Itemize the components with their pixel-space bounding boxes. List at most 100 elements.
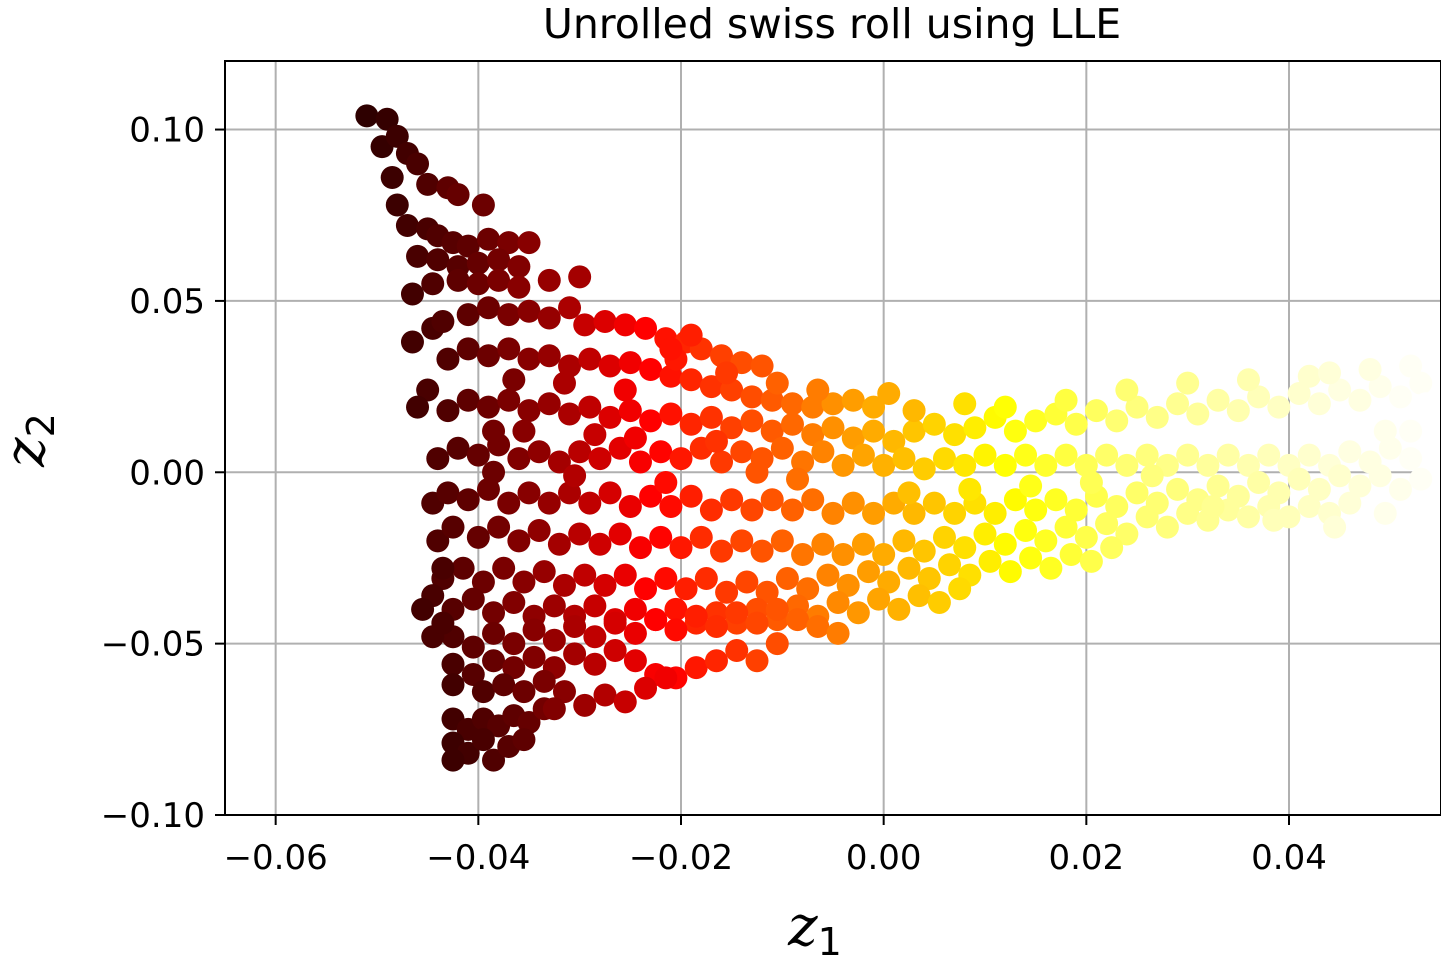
data-point	[1105, 495, 1129, 519]
data-point	[593, 309, 617, 333]
data-point	[558, 402, 582, 426]
data-point	[943, 423, 967, 447]
data-point	[613, 690, 637, 714]
x-axis-ticks: −0.06 −0.04 −0.02 0.00 0.02 0.04	[224, 815, 1327, 878]
data-point	[851, 443, 875, 467]
data-point	[598, 405, 622, 429]
data-point	[436, 347, 460, 371]
data-point	[826, 621, 850, 645]
data-point	[1166, 392, 1190, 416]
data-point	[1338, 440, 1362, 464]
y-tick-label: −0.10	[101, 796, 205, 836]
data-point	[715, 580, 739, 604]
data-point	[517, 231, 541, 255]
data-point	[943, 501, 967, 525]
data-point	[654, 666, 678, 690]
data-point	[568, 265, 592, 289]
data-point	[1399, 447, 1423, 471]
data-point	[502, 656, 526, 680]
data-point	[760, 419, 784, 443]
data-point	[446, 268, 470, 292]
data-point	[1409, 467, 1433, 491]
data-point	[780, 392, 804, 416]
data-point	[841, 491, 865, 515]
data-point	[552, 680, 576, 704]
data-point	[532, 669, 556, 693]
data-point	[1176, 371, 1200, 395]
data-point	[1100, 536, 1124, 560]
data-point	[1388, 385, 1412, 409]
data-point	[547, 450, 571, 474]
data-point	[517, 399, 541, 423]
data-point	[552, 371, 576, 395]
data-point	[527, 519, 551, 543]
data-point	[436, 399, 460, 423]
data-point	[1176, 443, 1200, 467]
data-point	[1074, 525, 1098, 549]
data-point	[922, 412, 946, 436]
y-tick-label: 0.00	[129, 453, 205, 493]
y-tick-label: 0.05	[129, 282, 205, 322]
data-point	[568, 522, 592, 546]
data-point	[476, 344, 500, 368]
data-point	[786, 608, 810, 632]
data-point	[887, 597, 911, 621]
data-point	[380, 166, 404, 190]
data-point	[1307, 477, 1331, 501]
data-point	[938, 553, 962, 577]
data-point	[872, 543, 896, 567]
data-point	[912, 457, 936, 481]
y-tick-label: 0.10	[129, 111, 205, 151]
data-point	[639, 357, 663, 381]
data-point	[492, 673, 516, 697]
data-point	[1145, 405, 1169, 429]
data-point	[872, 453, 896, 477]
data-point	[1373, 419, 1397, 443]
data-point	[1267, 395, 1291, 419]
data-point	[679, 368, 703, 392]
data-point	[618, 495, 642, 519]
data-point	[1206, 388, 1230, 412]
data-point	[1135, 443, 1159, 467]
data-point	[669, 536, 693, 560]
data-point	[1054, 388, 1078, 412]
data-point	[517, 481, 541, 505]
data-point	[897, 556, 921, 580]
data-point	[522, 618, 546, 642]
data-point	[750, 354, 774, 378]
data-point	[507, 529, 531, 553]
data-point	[1064, 412, 1088, 436]
data-point	[512, 570, 536, 594]
data-point	[1399, 354, 1423, 378]
data-point	[862, 501, 886, 525]
data-point	[953, 536, 977, 560]
data-point	[684, 656, 708, 680]
data-point	[436, 481, 460, 505]
data-point	[1419, 491, 1441, 515]
x-axis-label: z1	[787, 894, 842, 956]
data-point	[770, 436, 794, 460]
data-point	[649, 440, 673, 464]
data-point	[922, 491, 946, 515]
data-point	[563, 615, 587, 638]
data-point	[1236, 368, 1260, 392]
x-axis-label-sub: 1	[818, 920, 842, 956]
data-point	[841, 388, 865, 412]
data-point	[558, 296, 582, 320]
data-point	[623, 649, 647, 673]
data-point	[791, 543, 815, 567]
data-point	[456, 234, 480, 258]
data-point	[1019, 546, 1043, 570]
x-tick-label: −0.02	[629, 838, 733, 878]
data-point	[735, 570, 759, 594]
data-point	[406, 244, 430, 268]
data-point	[1399, 419, 1423, 443]
data-point	[659, 337, 683, 361]
data-point	[1084, 399, 1108, 423]
data-point	[1201, 495, 1225, 519]
data-point	[689, 525, 713, 549]
y-axis-label-sub: 2	[19, 413, 63, 437]
data-point	[628, 450, 652, 474]
data-point	[497, 303, 521, 327]
